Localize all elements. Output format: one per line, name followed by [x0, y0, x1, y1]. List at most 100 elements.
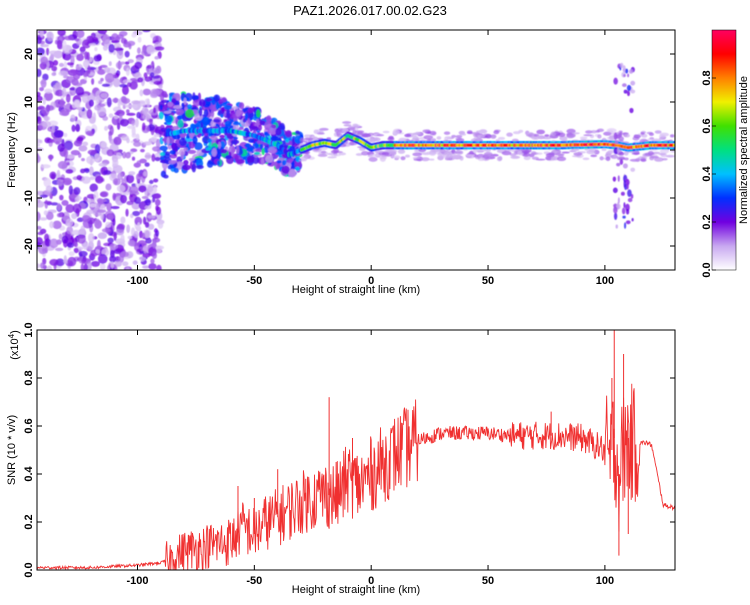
spectrogram-halo-cell [477, 135, 485, 138]
snr-ytick-label: 1.0 [23, 322, 35, 337]
spectrogram-cell [185, 108, 195, 118]
spectrogram-noise-cell [40, 262, 45, 269]
spectrogram-noise-cell [117, 98, 121, 109]
spectrogram-spike-cell [623, 73, 626, 78]
spectrogram-noise-cell [65, 93, 71, 103]
spectrogram-halo-cell [481, 129, 486, 133]
spectrogram-halo-cell [536, 129, 546, 135]
spectrogram-spike-cell [622, 163, 628, 169]
spectrogram-noise-cell [140, 148, 145, 153]
spectrogram-noise-cell [92, 37, 99, 43]
spectrogram-halo-cell [412, 132, 422, 135]
spectrogram-noise-cell [91, 78, 95, 85]
spectrogram-noise-cell [127, 235, 133, 240]
spectrogram-halo-cell [647, 138, 655, 141]
spectrogram-ytick-label: 10 [23, 96, 35, 108]
spectrogram-noise-cell [152, 251, 157, 260]
spectrogram-noise-cell [149, 179, 154, 185]
spectrogram-halo-cell [459, 155, 464, 161]
snr-ytick-label: 0.2 [23, 514, 35, 529]
spectrogram-noise-cell [59, 98, 65, 108]
spectrogram-noise-cell [74, 99, 81, 108]
spectrogram-noise-cell [73, 247, 79, 254]
spectrogram-cell [177, 119, 184, 129]
spectrogram-noise-cell [44, 238, 51, 247]
spectrogram-ridge-edge [672, 147, 675, 150]
spectrogram-halo-cell [361, 133, 372, 138]
spectrogram-spike-cell [621, 207, 626, 215]
spectrogram-noise-cell [44, 88, 53, 94]
spectrogram-spike-cell [623, 89, 628, 94]
colorbar: 0.0 0.2 0.4 0.6 0.8 Normalized spectral ampl… [701, 29, 750, 278]
spectrogram-noise-cell [93, 190, 99, 201]
figure-title: PAZ1.2026.017.00.02.G23 [293, 3, 447, 18]
spectrogram-noise-cell [39, 217, 48, 221]
spectrogram-cell [194, 142, 203, 151]
spectrogram-noise-cell [114, 260, 122, 267]
spectrogram-noise-cell [99, 191, 108, 198]
spectrogram-halo-cell [330, 149, 339, 154]
spectrogram-y-ticks: -20 -10 0 10 20 [23, 48, 675, 254]
spectrogram-noise-cell [63, 35, 74, 41]
spectrogram-cell [173, 93, 181, 98]
spectrogram-halo-cell [343, 124, 352, 127]
spectrogram-noise-cell [37, 263, 41, 269]
spectrogram-noise-cell [155, 205, 159, 212]
spectrogram-halo-cell [551, 132, 557, 136]
spectrogram-cell [223, 104, 232, 110]
spectrogram-cell [219, 134, 226, 139]
spectrogram-noise-cell [107, 237, 114, 244]
spectrogram-noise-cell [154, 198, 161, 206]
spectrogram-cell [253, 151, 261, 156]
spectrogram-noise-cell [87, 65, 91, 75]
spectrogram-noise-cell [37, 153, 40, 163]
spectrogram-halo-cell [426, 138, 432, 142]
spectrogram-cell [201, 116, 211, 126]
spectrogram-noise-cell [54, 247, 64, 252]
spectrogram-noise-cell [92, 96, 98, 101]
spectrogram-noise-cell [63, 148, 69, 159]
spectrogram-noise-cell [149, 72, 155, 78]
spectrogram-halo-cell [485, 134, 492, 139]
spectrogram-noise-cell [66, 226, 74, 235]
spectrogram-cell [246, 155, 255, 164]
spectrogram-noise-cell [125, 151, 131, 159]
spectrogram-spike-cell [627, 90, 631, 97]
spectrogram-noise-cell [112, 158, 119, 167]
spectrogram-cell [181, 102, 185, 111]
spectrogram-halo-cell [303, 140, 308, 143]
spectrogram-cell [206, 160, 214, 168]
spectrogram-noise-cell [45, 185, 53, 193]
spectrogram-noise-cell [142, 252, 151, 258]
spectrogram-halo-cell [352, 129, 357, 135]
spectrogram-halo-cell [533, 133, 540, 137]
spectrogram-noise-cell [142, 265, 150, 269]
spectrogram-cell [163, 174, 169, 179]
spectrogram-halo-cell [644, 152, 655, 157]
spectrogram-noise-cell [109, 255, 117, 263]
spectrogram-noise-cell [127, 239, 136, 246]
spectrogram-noise-cell [99, 263, 106, 270]
spectrogram-cell [246, 146, 254, 153]
spectrogram-halo-cell [535, 158, 546, 161]
spectrogram-halo-cell [393, 155, 401, 160]
spectrogram-noise-cell [48, 50, 59, 55]
spectrogram-halo-cell [618, 136, 624, 142]
spectrogram-noise-cell [124, 61, 130, 65]
spectrogram-halo-cell [312, 136, 318, 141]
spectrogram-cell [217, 109, 222, 116]
spectrogram-cell [175, 151, 180, 155]
spectrogram-noise-cell [58, 233, 63, 240]
spectrogram-noise-cell [109, 243, 118, 250]
spectrogram-halo-cell [398, 137, 407, 142]
spectrogram-noise-cell [79, 46, 86, 53]
spectrogram-noise-cell [96, 209, 107, 213]
spectrogram-noise-cell [56, 39, 63, 49]
spectrogram-noise-cell [119, 251, 129, 258]
spectrogram-halo-cell [429, 130, 437, 136]
spectrogram-cell [294, 161, 303, 169]
spectrogram-cell [247, 107, 255, 114]
colorbar-tick-label: 0.8 [701, 70, 713, 85]
spectrogram-noise-cell [134, 216, 143, 226]
spectrogram-noise-cell [82, 59, 90, 68]
